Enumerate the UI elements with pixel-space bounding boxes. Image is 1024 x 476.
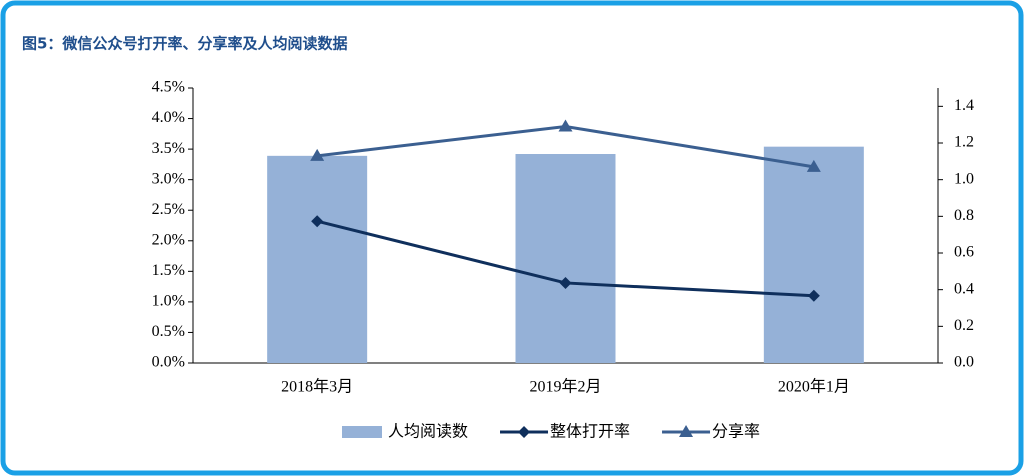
bar [267, 155, 368, 363]
x-tick-label: 2020年1月 [778, 378, 850, 396]
y2-tick-label: 1.2 [954, 134, 974, 151]
y2-tick-label: 1.4 [954, 97, 974, 114]
y-tick-label: 1.5% [152, 262, 185, 279]
y2-tick-label: 0.8 [954, 207, 974, 224]
bar [515, 154, 616, 363]
legend-label: 人均阅读数 [388, 422, 468, 441]
diamond-marker [311, 215, 324, 228]
bar [763, 146, 864, 363]
y-tick-label: 4.0% [152, 109, 185, 126]
y2-tick-label: 0.2 [954, 317, 974, 334]
y2-tick-label: 0.4 [954, 280, 974, 297]
legend-marker [679, 425, 694, 437]
y2-tick-label: 0.6 [954, 244, 974, 261]
y-tick-label: 3.0% [152, 170, 185, 187]
triangle-marker [806, 159, 821, 172]
y2-tick-label: 0.0 [954, 354, 974, 371]
diamond-marker [559, 276, 572, 289]
x-tick-label: 2018年3月 [281, 378, 353, 396]
triangle-marker [558, 119, 573, 132]
y-tick-label: 0.5% [152, 323, 185, 340]
legend-label: 分享率 [712, 422, 760, 441]
y-tick-label: 2.5% [152, 201, 185, 218]
legend-label: 整体打开率 [550, 422, 630, 441]
diamond-marker [807, 289, 820, 302]
triangle-marker [310, 148, 325, 161]
chart-title: 图5：微信公众号打开率、分享率及人均阅读数据 [22, 35, 347, 53]
legend-marker [518, 426, 531, 438]
x-tick-label: 2019年2月 [529, 378, 601, 396]
y-tick-label: 1.0% [152, 293, 185, 310]
y-tick-label: 0.0% [152, 354, 185, 371]
y-tick-label: 4.5% [152, 79, 185, 96]
legend-swatch [342, 426, 382, 438]
y2-tick-label: 1.0 [954, 170, 974, 187]
y-tick-label: 2.0% [152, 231, 185, 248]
y-tick-label: 3.5% [152, 140, 185, 157]
